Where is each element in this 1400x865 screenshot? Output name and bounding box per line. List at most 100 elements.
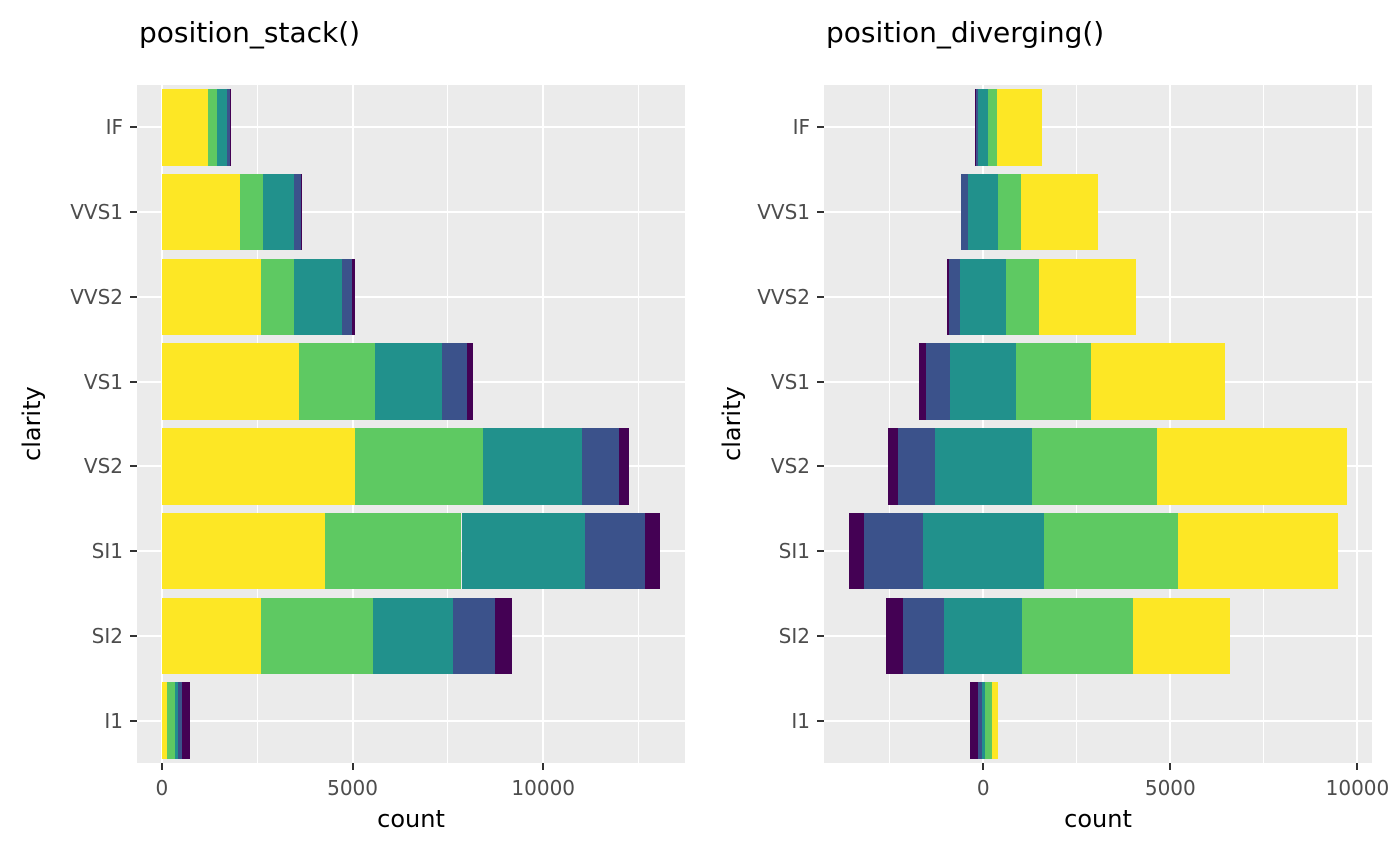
y-tick-mark <box>817 550 824 553</box>
bar-segment-green-if <box>988 89 997 166</box>
chart-position-stack: position_stack() clarity count 0 5000 1000… <box>18 16 685 833</box>
gridline-minor-vertical <box>1263 85 1265 763</box>
y-tick-label-if: IF <box>792 115 810 140</box>
bar-segment-yellow-si1 <box>161 512 326 590</box>
y-tick-label-i1: I1 <box>104 708 123 733</box>
bar-segment-teal-vvs1 <box>263 173 294 251</box>
gridline-major-horizontal <box>824 126 1372 129</box>
gridline-major-vertical <box>1356 85 1359 763</box>
bar-segment-yellow-vs1 <box>161 343 299 420</box>
y-tick-mark <box>130 634 137 637</box>
y-axis-title: clarity <box>18 386 46 462</box>
y-tick-label-vs1: VS1 <box>770 369 810 394</box>
bar-segment-green-vs1 <box>298 343 375 420</box>
bar-segment-teal-vs2 <box>483 428 583 505</box>
bar-segment-purple-vs2 <box>888 428 899 505</box>
y-axis-title: clarity <box>718 386 746 462</box>
bar-segment-yellow-vvs2 <box>161 258 262 335</box>
x-tick-label: 10000 <box>1325 776 1390 800</box>
y-tick-label-si2: SI2 <box>778 623 810 648</box>
bar-segment-green-vvs1 <box>239 173 264 251</box>
bar-segment-purple-vvs1 <box>300 173 302 251</box>
bar-segment-teal-vs1 <box>949 343 1017 420</box>
y-tick-label-vvs1: VVS1 <box>757 200 810 225</box>
bar-segment-blue-i1 <box>978 682 982 759</box>
bar-segment-blue-si2 <box>453 597 495 674</box>
bar-segment-yellow-vvs1 <box>1021 173 1098 251</box>
y-tick-label-vvs2: VVS2 <box>757 284 810 309</box>
gridline-major-horizontal <box>137 295 685 298</box>
bar-segment-yellow-i1 <box>992 682 998 759</box>
y-tick-mark <box>130 126 137 129</box>
bar-segment-purple-vvs1 <box>960 173 962 251</box>
y-tick-label-if: IF <box>105 115 123 140</box>
bar-segment-green-vs1 <box>1016 343 1091 420</box>
gridline-major-horizontal <box>137 211 685 214</box>
y-tick-label-vs1: VS1 <box>83 369 123 394</box>
bar-segment-green-vvs2 <box>261 258 295 335</box>
bar-segment-purple-si1 <box>848 512 865 590</box>
bar-segment-blue-if <box>975 89 979 166</box>
y-tick-mark <box>130 465 137 468</box>
y-tick-mark <box>130 550 137 553</box>
y-tick-label-si2: SI2 <box>91 623 123 648</box>
bar-segment-blue-si2 <box>903 597 944 674</box>
bar-segment-green-vs2 <box>1031 428 1158 505</box>
bar-segment-yellow-si2 <box>161 597 261 674</box>
bar-segment-teal-si2 <box>943 597 1023 674</box>
x-tick-label: 0 <box>976 776 990 800</box>
x-tick-label: 10000 <box>511 776 576 800</box>
y-tick-mark <box>817 634 824 637</box>
y-tick-label-vs2: VS2 <box>770 454 810 479</box>
bar-segment-teal-vvs2 <box>294 258 342 335</box>
bar-segment-green-i1 <box>167 682 176 759</box>
bar-segment-teal-vvs2 <box>960 258 1007 335</box>
bar-segment-teal-i1 <box>981 682 985 759</box>
bar-segment-purple-vs1 <box>919 343 926 420</box>
x-tick-mark <box>351 763 354 770</box>
y-tick-mark <box>817 126 824 129</box>
y-tick-label-vvs1: VVS1 <box>70 200 123 225</box>
bar-segment-blue-vs1 <box>442 343 467 420</box>
gridline-major-horizontal <box>824 719 1372 722</box>
gridline-major-vertical <box>351 85 354 763</box>
gridline-minor-vertical <box>889 85 891 763</box>
chart-title: position_stack() <box>139 16 361 49</box>
bar-segment-purple-si1 <box>644 512 661 590</box>
bar-segment-yellow-if <box>161 89 209 166</box>
bar-segment-yellow-i1 <box>161 682 168 759</box>
x-tick-mark <box>1169 763 1172 770</box>
bar-segment-yellow-vs2 <box>1157 428 1348 505</box>
bar-segment-blue-vvs1 <box>961 173 969 251</box>
bar-segment-purple-vvs2 <box>946 258 950 335</box>
gridline-minor-vertical <box>638 85 640 763</box>
bar-segment-blue-vvs2 <box>949 258 961 335</box>
bar-segment-teal-if <box>216 89 228 166</box>
gridline-major-horizontal <box>137 126 685 129</box>
y-tick-mark <box>130 380 137 383</box>
bar-segment-purple-vs2 <box>619 428 630 505</box>
bar-segment-blue-vvs1 <box>293 173 301 251</box>
gridline-major-vertical <box>982 85 985 763</box>
y-tick-label-vs2: VS2 <box>83 454 123 479</box>
bar-segment-purple-i1 <box>970 682 979 759</box>
y-tick-label-vvs2: VVS2 <box>70 284 123 309</box>
y-tick-mark <box>817 211 824 214</box>
bar-segment-blue-si1 <box>864 512 923 590</box>
bar-segment-blue-vs2 <box>582 428 620 505</box>
gridline-major-vertical <box>160 85 163 763</box>
bar-segment-yellow-vvs1 <box>161 173 240 251</box>
gridline-major-horizontal <box>824 211 1372 214</box>
bar-segment-purple-i1 <box>182 682 191 759</box>
bar-segment-green-vs2 <box>355 428 484 505</box>
bar-segment-green-i1 <box>984 682 993 759</box>
chart-position-diverging: position_diverging() clarity count 0 5000… <box>700 0 1400 865</box>
y-tick-mark <box>817 465 824 468</box>
y-tick-label-si1: SI1 <box>91 539 123 564</box>
bar-segment-yellow-vs1 <box>1090 343 1226 420</box>
bar-segment-purple-si2 <box>494 597 513 674</box>
bar-segment-blue-i1 <box>178 682 183 759</box>
bar-segment-teal-if <box>978 89 989 166</box>
gridline-minor-vertical <box>447 85 449 763</box>
